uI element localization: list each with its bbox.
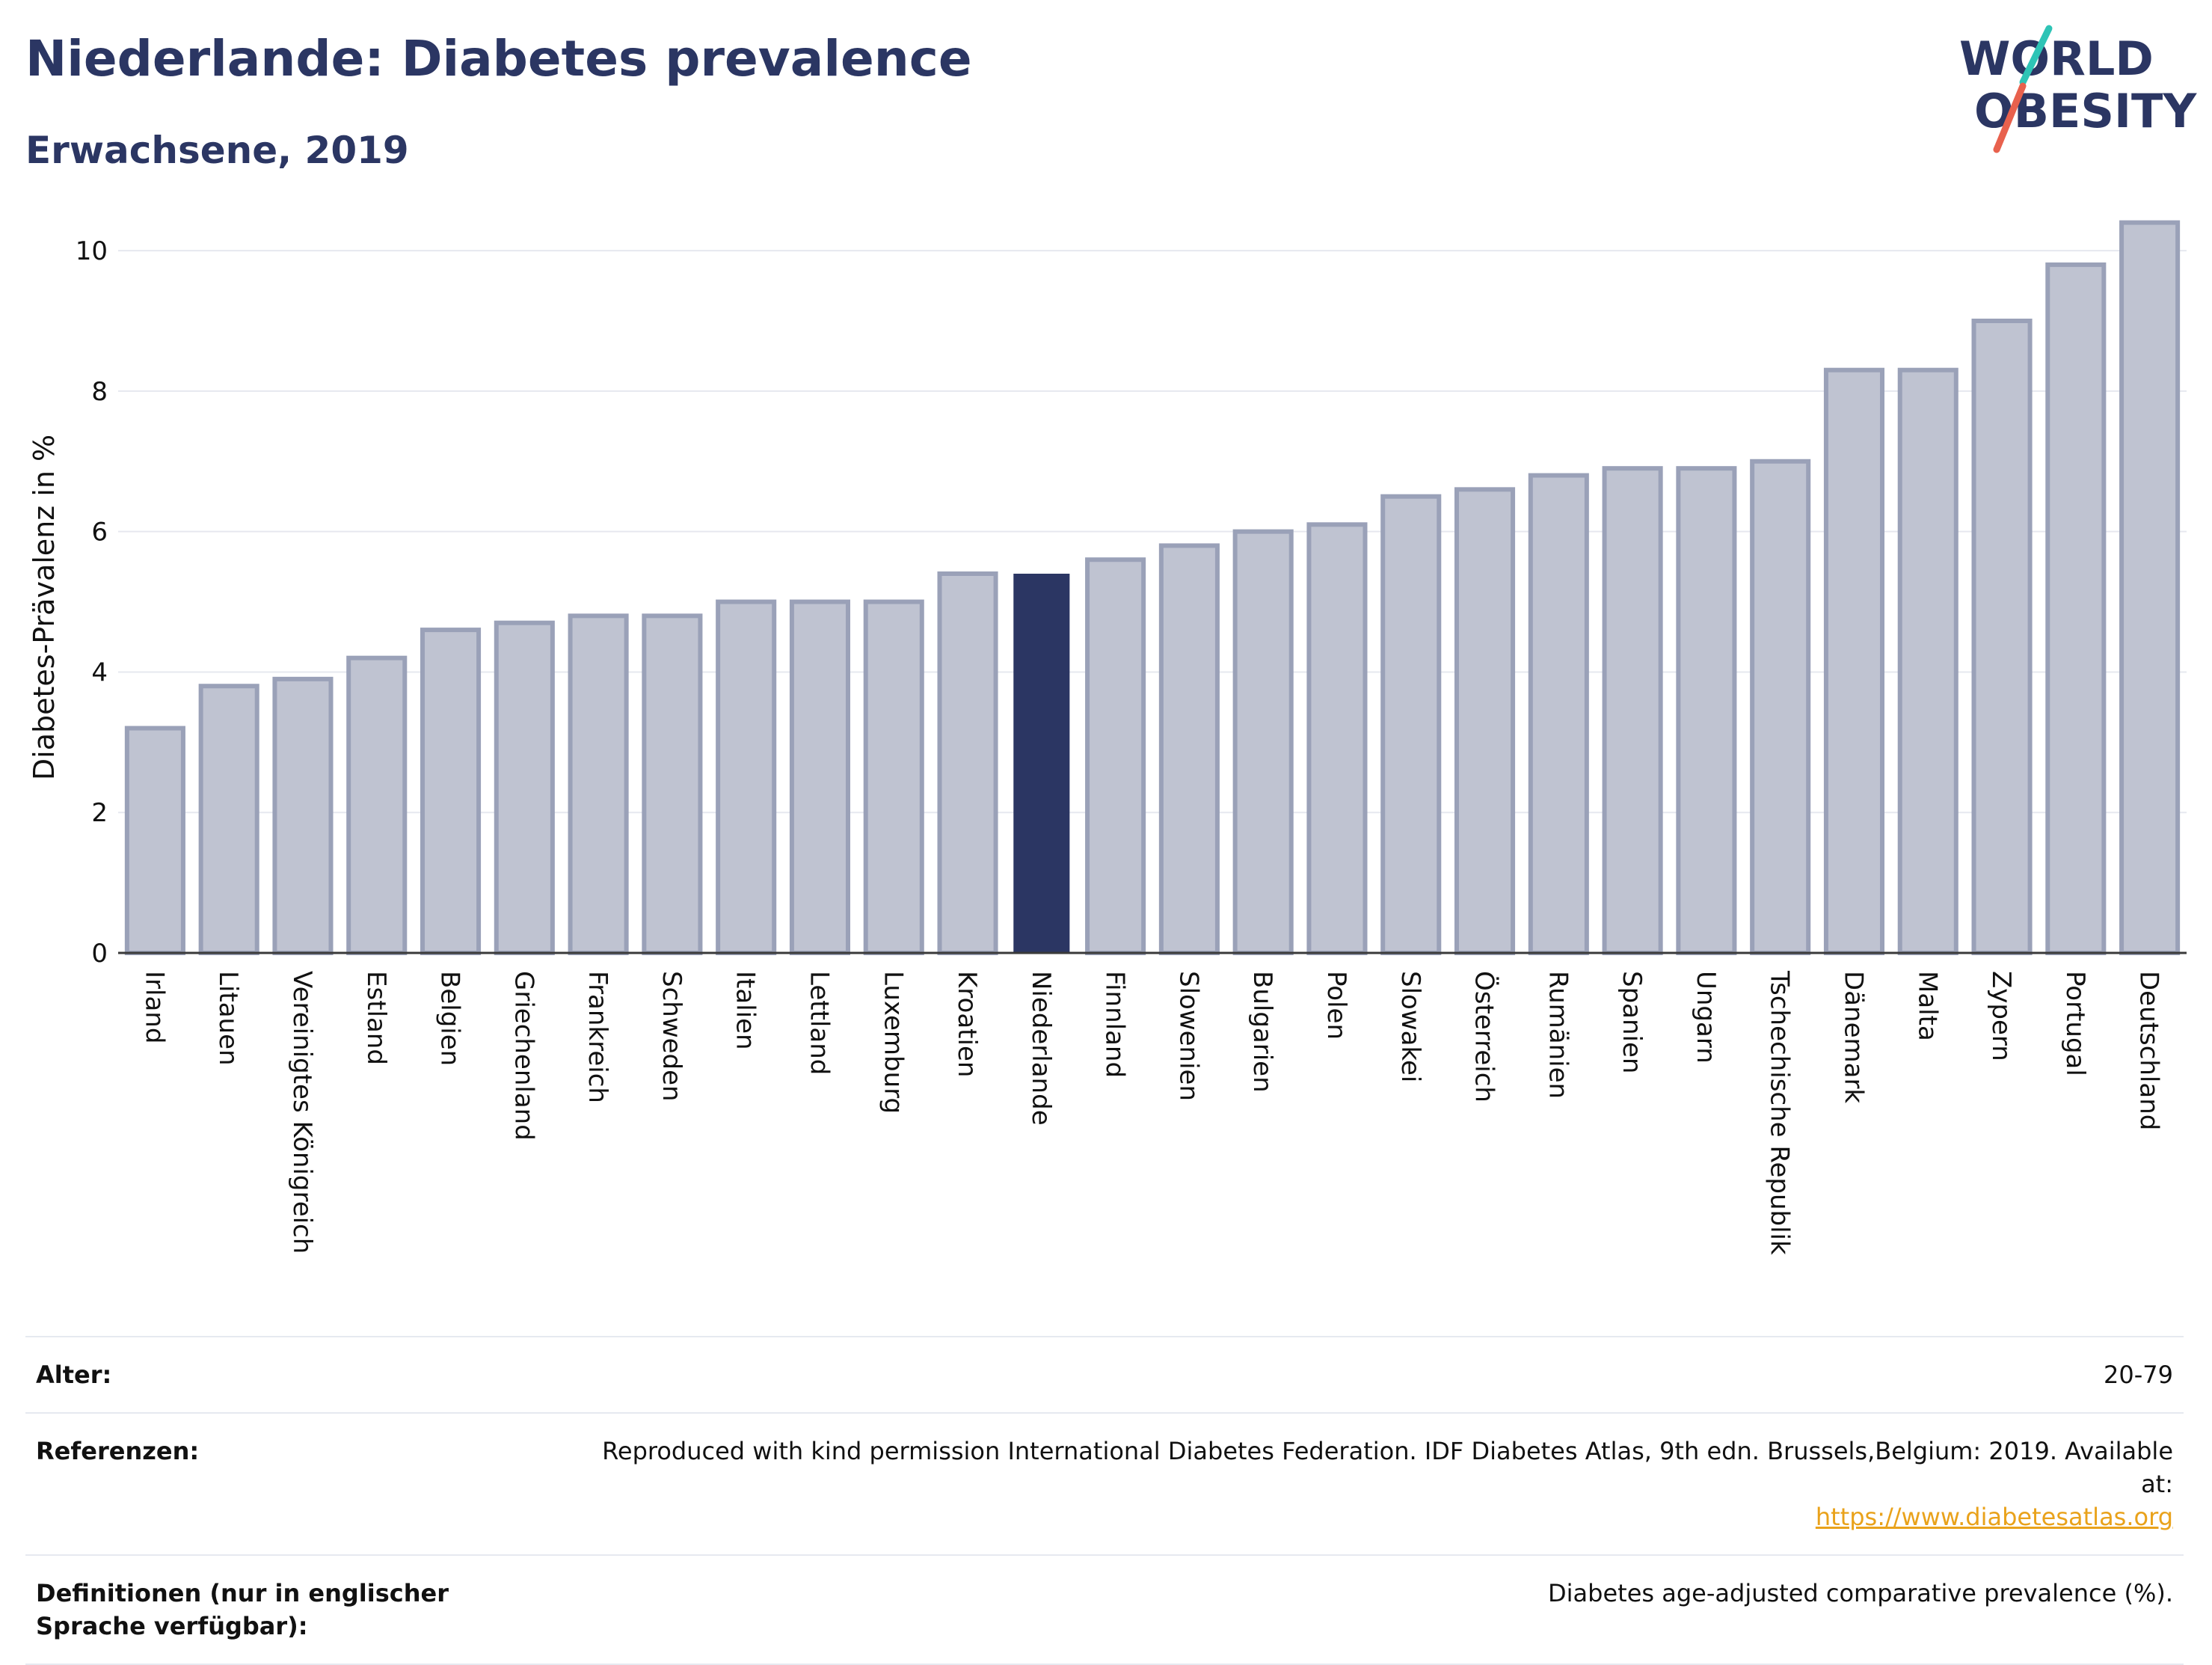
bar-ungarn [1676, 466, 1737, 955]
bar-zypern [1971, 319, 2033, 955]
info-value-references: Reproduced with kind permission Internat… [565, 1435, 2173, 1533]
logo-text-world: WORLD [1959, 31, 2154, 86]
logo-slash-teal [2019, 25, 2053, 86]
x-tick-label: Zypern [1986, 971, 2016, 1061]
x-tick-label: Italien [731, 971, 761, 1050]
x-tick-label: Dänemark [1838, 971, 1868, 1103]
bar-niederlande [1013, 574, 1070, 953]
x-tick-label: Schweden [657, 971, 686, 1102]
x-tick-label: Malta [1912, 971, 1942, 1041]
bar-dänemark [1823, 367, 1885, 955]
x-tick-label: Griechenland [509, 971, 538, 1141]
world-obesity-logo: WORLD OBESITY [1959, 25, 2197, 153]
bar-portugal [2045, 262, 2107, 955]
info-key-references: Referenzen: [36, 1437, 200, 1465]
x-tick-label: Vereinigtes Königreich [287, 971, 317, 1254]
bar-frankreich [568, 613, 629, 955]
info-table: Alter: 20-79 Referenzen: Reproduced with… [25, 1336, 2184, 1665]
info-value-age: 20-79 [2104, 1361, 2173, 1389]
diabetesatlas-link[interactable]: https://www.diabetesatlas.org [1815, 1503, 2173, 1531]
bar-litauen [198, 684, 259, 955]
bar-polen [1306, 522, 1368, 955]
chart-subtitle: Erwachsene, 2019 [25, 129, 409, 172]
bar-tschechische-republik [1750, 459, 1811, 955]
x-tick-label: Ungarn [1691, 971, 1721, 1064]
info-key-age: Alter: [36, 1361, 112, 1389]
bar-irland [124, 726, 185, 955]
axes: 0 2 4 6 8 10 Irland Litauen Vereinigtes Königrei… [76, 236, 2187, 1255]
y-tick-label: 6 [91, 518, 108, 548]
bar-estland [346, 655, 408, 956]
bar-italien [716, 599, 777, 955]
bar-bulgarien [1232, 529, 1294, 955]
bar-schweden [642, 613, 703, 955]
bar-griechenland [494, 620, 555, 955]
x-tick-label: Niederlande [1026, 971, 1056, 1126]
y-axis-label: Diabetes-Prävalenz in % [28, 435, 61, 780]
info-row-definitions: Definitionen (nur in englischer Sprache … [25, 1554, 2184, 1665]
x-tick-label: Rumänien [1543, 971, 1573, 1099]
y-tick-label: 2 [91, 798, 108, 828]
x-tick-label: Frankreich [583, 971, 612, 1103]
info-row-references: Referenzen: Reproduced with kind permiss… [25, 1412, 2184, 1554]
bar-lettland [789, 599, 851, 955]
info-row-age: Alter: 20-79 [25, 1336, 2184, 1412]
info-key-definitions: Definitionen (nur in englischer Sprache … [36, 1579, 449, 1640]
x-tick-label: Estland [361, 971, 391, 1065]
x-tick-label: Litauen [213, 971, 243, 1066]
x-tick-label: Bulgarien [1247, 971, 1277, 1093]
references-text: Reproduced with kind permission Internat… [602, 1437, 2173, 1498]
y-tick-label: 10 [76, 236, 108, 266]
y-tick-label: 4 [91, 657, 108, 687]
bars [124, 220, 2181, 956]
bar-spanien [1602, 466, 1663, 955]
bar-luxemburg [863, 599, 924, 955]
x-tick-label: Tschechische Republik [1765, 970, 1795, 1255]
bar-österreich [1454, 487, 1516, 955]
x-tick-label: Slowenien [1173, 971, 1203, 1101]
bar-deutschland [2119, 220, 2181, 955]
x-tick-label: Polen [1321, 971, 1351, 1040]
bar-vereinigtes-königreich [272, 676, 334, 955]
x-tick-label: Finnland [1100, 971, 1130, 1078]
x-tick-label: Kroatien [952, 971, 982, 1077]
bar-slowenien [1158, 543, 1220, 955]
bar-finnland [1085, 557, 1146, 955]
bar-belgien [420, 628, 482, 955]
y-tick-label: 0 [91, 939, 108, 969]
x-tick-label: Luxemburg [878, 971, 908, 1114]
bar-slowakei [1380, 494, 1442, 955]
info-value-definitions: Diabetes age-adjusted comparative preval… [1548, 1579, 2173, 1607]
bar-chart: 0 2 4 6 8 10 Irland Litauen Vereinigtes Königrei… [28, 220, 2187, 1255]
bar-kroatien [937, 571, 998, 955]
logo-slash-red [1993, 82, 2027, 153]
y-tick-label: 8 [91, 377, 108, 407]
x-tick-label: Spanien [1617, 971, 1647, 1073]
x-tick-label: Lettland [804, 971, 834, 1075]
x-tick-label: Irland [139, 971, 169, 1043]
chart-title: Niederlande: Diabetes prevalence [25, 30, 972, 88]
x-tick-label: Belgien [435, 971, 465, 1066]
x-tick-label: Österreich [1469, 971, 1500, 1103]
x-tick-label: Portugal [2060, 971, 2090, 1076]
bar-malta [1897, 367, 1958, 955]
x-tick-label: Slowakei [1395, 971, 1425, 1082]
x-tick-label: Deutschland [2134, 971, 2164, 1130]
bar-rumänien [1528, 473, 1589, 955]
